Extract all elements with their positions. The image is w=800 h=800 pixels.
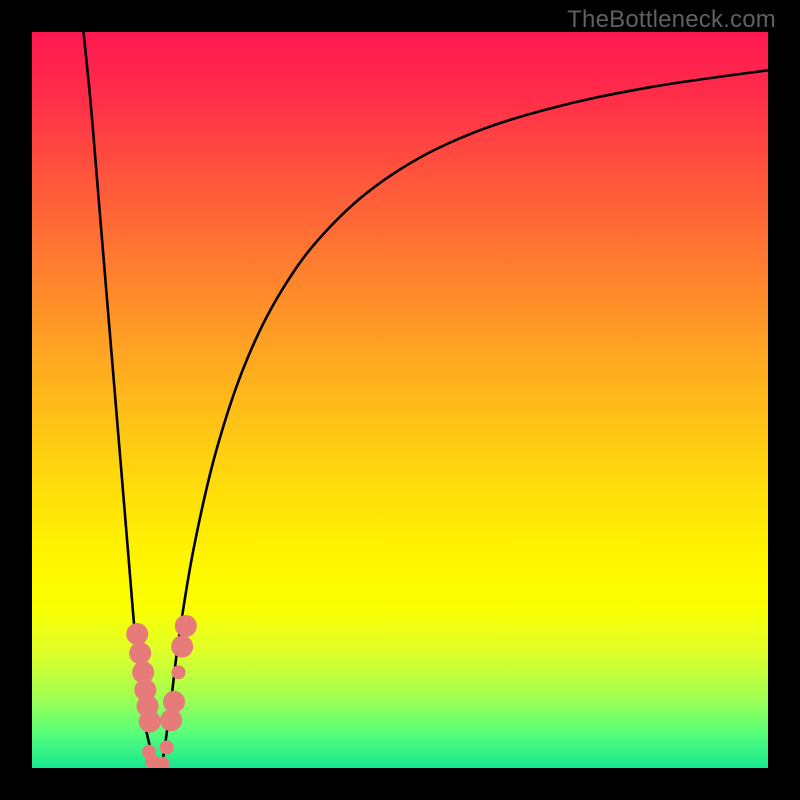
marker-right-4 bbox=[171, 665, 185, 679]
marker-left-5 bbox=[139, 711, 161, 733]
marker-right-3 bbox=[163, 691, 185, 713]
marker-left-1 bbox=[129, 642, 151, 664]
chart-svg bbox=[32, 32, 768, 768]
marker-right-1 bbox=[160, 740, 174, 754]
marker-left-0 bbox=[126, 623, 148, 645]
marker-right-6 bbox=[175, 615, 197, 637]
chart-frame: TheBottleneck.com bbox=[0, 0, 800, 800]
marker-right-5 bbox=[171, 636, 193, 658]
plot-area bbox=[32, 32, 768, 768]
watermark-label: TheBottleneck.com bbox=[567, 6, 776, 34]
marker-right-2 bbox=[160, 709, 182, 731]
